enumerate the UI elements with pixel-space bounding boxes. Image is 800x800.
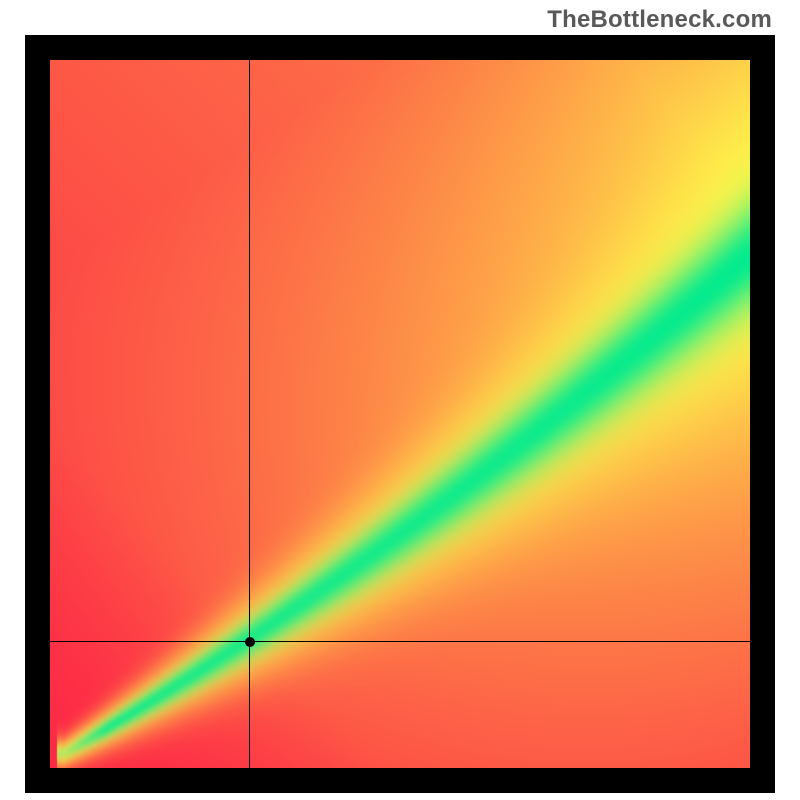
plot-area bbox=[50, 60, 750, 768]
heatmap-canvas bbox=[50, 60, 750, 768]
crosshair-marker bbox=[245, 637, 255, 647]
crosshair-vertical bbox=[249, 60, 250, 768]
watermark-text: TheBottleneck.com bbox=[547, 6, 772, 34]
crosshair-horizontal bbox=[50, 641, 750, 642]
